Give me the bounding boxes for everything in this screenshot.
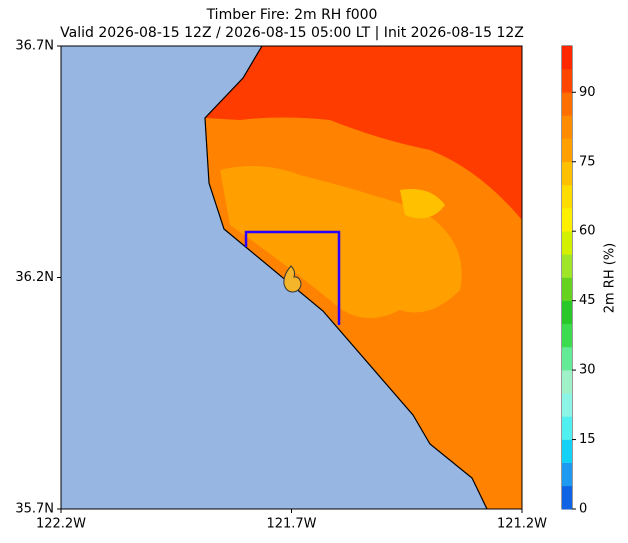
x-tick-label: 121.7W bbox=[266, 517, 316, 532]
rh-contour bbox=[205, 46, 522, 220]
fire-icon bbox=[283, 265, 302, 293]
colorbar-band bbox=[562, 69, 572, 93]
map bbox=[61, 46, 522, 509]
colorbar-tick-label: 60 bbox=[579, 224, 596, 239]
colorbar-tick-label: 90 bbox=[579, 85, 596, 100]
colorbar-tick-label: 0 bbox=[579, 502, 587, 517]
colorbar-label: 2m RH (%) bbox=[603, 243, 618, 314]
colorbar-band bbox=[562, 300, 572, 325]
colorbar-band bbox=[562, 323, 572, 348]
colorbar-band bbox=[562, 184, 572, 209]
x-tick-label: 122.2W bbox=[36, 517, 86, 532]
colorbar-band bbox=[562, 46, 572, 70]
colorbar-band bbox=[562, 208, 572, 232]
chart-title: Timber Fire: 2m RH f000 bbox=[206, 7, 378, 23]
rh-contour bbox=[400, 189, 445, 219]
colorbar-band bbox=[562, 416, 572, 440]
colorbar-band bbox=[562, 370, 572, 394]
colorbar-band bbox=[562, 462, 572, 487]
colorbar-band bbox=[562, 92, 572, 116]
colorbar-band bbox=[562, 346, 572, 371]
domain-box bbox=[244, 230, 341, 325]
colorbar-tick-label: 15 bbox=[579, 432, 596, 447]
colorbar-band bbox=[562, 115, 572, 139]
colorbar-band bbox=[562, 254, 572, 278]
colorbar-band bbox=[562, 231, 572, 255]
colorbar-band bbox=[562, 393, 572, 417]
y-tick-label: 36.7N bbox=[15, 39, 54, 54]
coastline bbox=[204, 46, 488, 509]
x-tick-label: 121.2W bbox=[497, 517, 547, 532]
colorbar-band bbox=[562, 277, 572, 301]
colorbar-band bbox=[562, 161, 572, 186]
colorbar-band bbox=[562, 485, 572, 510]
colorbar-band bbox=[562, 138, 572, 163]
y-tick-label: 36.2N bbox=[15, 270, 54, 285]
rh-contour bbox=[220, 166, 462, 318]
colorbar-tick-label: 30 bbox=[579, 363, 596, 378]
colorbar-band bbox=[562, 439, 572, 463]
colorbar-tick-label: 75 bbox=[579, 154, 596, 169]
chart-subtitle: Valid 2026-08-15 12Z / 2026-08-15 05:00 … bbox=[60, 25, 524, 41]
y-tick-label: 35.7N bbox=[15, 502, 54, 517]
colorbar-tick-label: 45 bbox=[579, 293, 596, 308]
